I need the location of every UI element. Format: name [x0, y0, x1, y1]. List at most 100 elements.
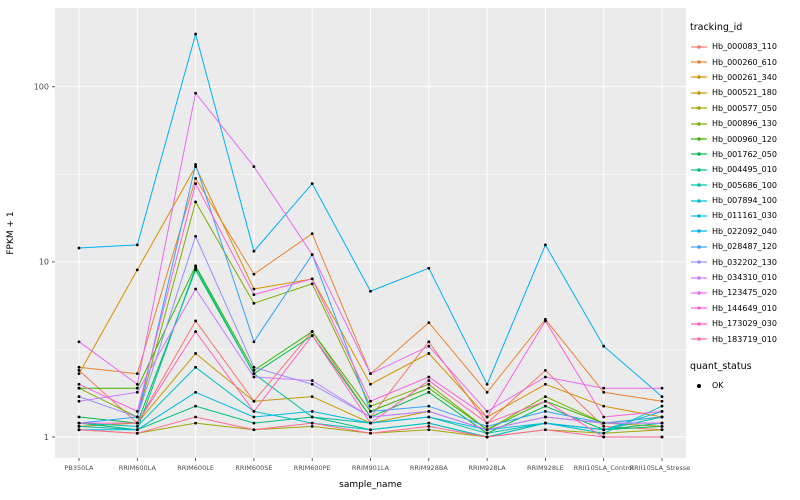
data-point: [77, 372, 81, 376]
plot-area: 1 10 100 PB350LA RRIM600LA RRIM600LE RRIM600SE…: [6, 8, 690, 490]
data-point: [310, 232, 314, 236]
legend-item: Hb_000521_180: [690, 85, 798, 100]
legend-item: Hb_028487_120: [690, 239, 798, 254]
data-point: [660, 399, 664, 403]
x-tick-label: RRII105LA_Stressed: [630, 464, 690, 472]
data-point: [194, 390, 198, 394]
data-point: [194, 268, 198, 272]
data-point: [485, 421, 489, 425]
data-point: [602, 435, 606, 439]
legend-item: Hb_032202_130: [690, 254, 798, 269]
data-point: [602, 421, 606, 425]
data-point: [194, 176, 198, 180]
quant-legend-items: OK: [690, 378, 798, 393]
data-point: [194, 266, 198, 269]
legend-item: Hb_007894_100: [690, 193, 798, 208]
data-point: [602, 404, 606, 408]
legend-item-label: Hb_000521_180: [712, 88, 777, 98]
legend-item: Hb_144649_010: [690, 301, 798, 316]
legend-key-icon: [691, 337, 707, 341]
data-point: [602, 386, 606, 390]
legend-key-icon: [691, 291, 707, 295]
data-point: [427, 386, 431, 390]
data-point: [252, 375, 256, 379]
x-tick-label: PB350LA: [64, 464, 94, 472]
data-point: [369, 428, 372, 432]
data-point: [427, 321, 431, 325]
data-point: [310, 330, 314, 333]
data-point: [427, 424, 431, 428]
legend-item-label: Hb_000577_050: [712, 103, 777, 113]
data-point: [194, 415, 198, 419]
data-point: [77, 246, 81, 250]
data-point: [77, 428, 81, 432]
data-point: [369, 415, 372, 419]
data-point: [485, 431, 489, 435]
data-point: [310, 395, 314, 399]
data-point: [135, 415, 139, 419]
data-point: [310, 182, 314, 185]
legend-key-icon: [691, 152, 707, 157]
data-point: [544, 382, 547, 386]
data-point: [194, 91, 198, 95]
data-point: [427, 415, 431, 419]
data-point: [427, 352, 431, 355]
legend-item-label: Hb_000261_340: [712, 72, 777, 82]
data-point: [77, 415, 81, 419]
data-point: [602, 431, 606, 435]
legend-key-icon: [691, 75, 707, 80]
data-point: [252, 249, 256, 253]
data-point: [77, 340, 81, 344]
data-point: [77, 424, 81, 428]
data-point: [427, 428, 431, 432]
data-point: [427, 410, 431, 413]
data-point: [427, 404, 431, 408]
data-point: [485, 415, 489, 419]
data-point: [135, 243, 139, 247]
data-point: [77, 369, 81, 372]
quant-legend-item-label: OK: [712, 381, 724, 390]
data-point: [660, 424, 664, 428]
quant-legend-title: quant_status: [690, 360, 752, 372]
data-point: [135, 410, 139, 413]
quant-key-point-icon: [697, 383, 701, 388]
legend-item-label: Hb_000896_130: [712, 119, 777, 129]
legend-items: Hb_000083_110 Hb_000260_610 Hb_000261_340 H…: [690, 39, 798, 347]
legend-key-icon: [691, 168, 707, 172]
data-point: [252, 410, 256, 413]
legend-item-label: Hb_028487_120: [712, 242, 777, 252]
data-point: [602, 390, 606, 394]
legend-item-label: Hb_004495_010: [712, 165, 777, 175]
data-point: [544, 404, 547, 408]
data-point: [544, 369, 547, 372]
data-point: [310, 277, 314, 281]
data-point: [252, 340, 256, 344]
data-point: [485, 410, 489, 413]
data-point: [252, 428, 256, 432]
data-point: [369, 382, 372, 386]
x-tick-label: RRIM928LA: [469, 464, 507, 472]
data-point: [252, 287, 256, 291]
data-point: [544, 375, 547, 379]
data-point: [369, 410, 372, 413]
legend-item-label: Hb_183719_010: [712, 334, 777, 344]
data-point: [310, 421, 314, 425]
data-point: [544, 415, 547, 419]
data-point: [544, 428, 547, 432]
data-point: [194, 163, 198, 166]
data-point: [427, 375, 431, 379]
legend-key-icon: [691, 229, 707, 234]
legend-item: Hb_000260_610: [690, 54, 798, 69]
data-point: [77, 399, 81, 403]
data-point: [602, 424, 606, 428]
y-tick-label: 10: [39, 258, 49, 267]
legend-item-label: Hb_007894_100: [712, 196, 777, 206]
data-point: [194, 200, 198, 204]
data-point: [660, 428, 664, 432]
data-point: [252, 421, 256, 425]
legend-item: Hb_000577_050: [690, 101, 798, 116]
data-point: [252, 272, 256, 276]
y-axis-title: FPKM + 1: [6, 211, 16, 254]
legend-item-label: Hb_005686_100: [712, 180, 777, 190]
